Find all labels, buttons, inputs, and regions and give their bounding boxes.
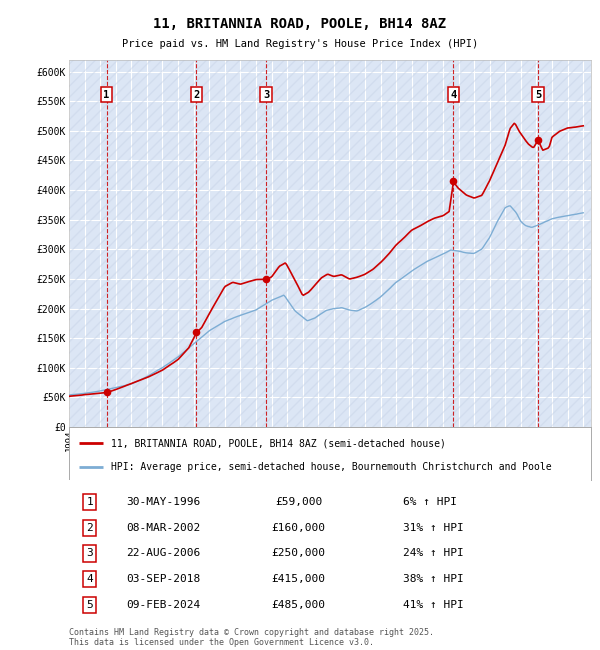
Text: 4: 4 (450, 90, 457, 99)
Text: 6% ↑ HPI: 6% ↑ HPI (403, 497, 457, 507)
Text: 5: 5 (535, 90, 541, 99)
Text: 1: 1 (86, 497, 93, 507)
Text: 38% ↑ HPI: 38% ↑ HPI (403, 574, 464, 584)
Text: 4: 4 (86, 574, 93, 584)
Text: HPI: Average price, semi-detached house, Bournemouth Christchurch and Poole: HPI: Average price, semi-detached house,… (111, 462, 551, 472)
Text: Contains HM Land Registry data © Crown copyright and database right 2025.
This d: Contains HM Land Registry data © Crown c… (69, 628, 434, 647)
Text: 24% ↑ HPI: 24% ↑ HPI (403, 549, 464, 558)
Text: £250,000: £250,000 (272, 549, 326, 558)
Text: 3: 3 (86, 549, 93, 558)
Text: £160,000: £160,000 (272, 523, 326, 533)
Text: 41% ↑ HPI: 41% ↑ HPI (403, 600, 464, 610)
Text: 2: 2 (193, 90, 200, 99)
Text: 11, BRITANNIA ROAD, POOLE, BH14 8AZ (semi-detached house): 11, BRITANNIA ROAD, POOLE, BH14 8AZ (sem… (111, 438, 446, 448)
Text: £59,000: £59,000 (275, 497, 322, 507)
Text: 08-MAR-2002: 08-MAR-2002 (126, 523, 200, 533)
Text: 31% ↑ HPI: 31% ↑ HPI (403, 523, 464, 533)
Text: 2: 2 (86, 523, 93, 533)
Text: 09-FEB-2024: 09-FEB-2024 (126, 600, 200, 610)
Text: 30-MAY-1996: 30-MAY-1996 (126, 497, 200, 507)
Text: Price paid vs. HM Land Registry's House Price Index (HPI): Price paid vs. HM Land Registry's House … (122, 38, 478, 49)
Text: 1: 1 (103, 90, 110, 99)
Text: 22-AUG-2006: 22-AUG-2006 (126, 549, 200, 558)
Text: £415,000: £415,000 (272, 574, 326, 584)
Text: 11, BRITANNIA ROAD, POOLE, BH14 8AZ: 11, BRITANNIA ROAD, POOLE, BH14 8AZ (154, 17, 446, 31)
Text: 03-SEP-2018: 03-SEP-2018 (126, 574, 200, 584)
Text: £485,000: £485,000 (272, 600, 326, 610)
Text: 5: 5 (86, 600, 93, 610)
Text: 3: 3 (263, 90, 269, 99)
